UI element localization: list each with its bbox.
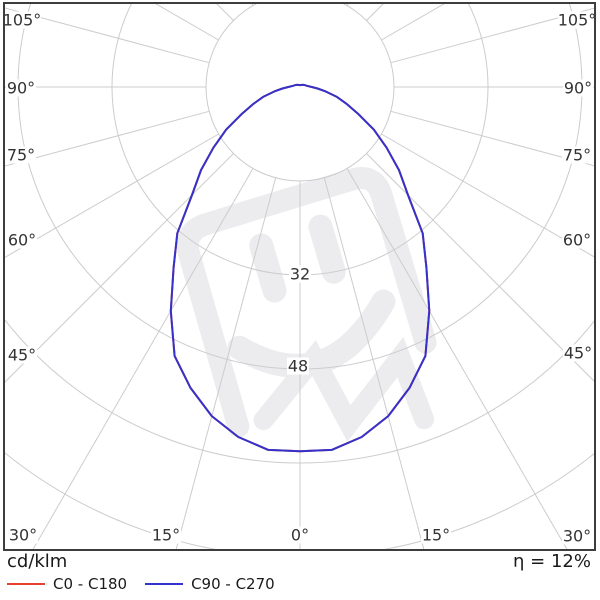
gamma-label-bottom-2-halo: [289, 526, 311, 544]
ring-value-label-1: 48: [288, 357, 308, 376]
legend: C0 - C180 C90 - C270: [7, 575, 275, 593]
gamma-label-right-2: 75°: [563, 146, 591, 165]
gamma-label-bottom-3: 15°: [422, 526, 450, 545]
unit-label: cd/klm: [7, 551, 68, 572]
gamma-label-right-1: 90°: [564, 79, 592, 98]
gamma-label-left-1-halo: [6, 79, 36, 97]
gamma-label-right-4-halo: [563, 344, 593, 362]
efficiency-label: η = 12%: [513, 551, 591, 572]
gamma-label-right-3-halo: [562, 231, 592, 249]
legend-label-c0-c180: C0 - C180: [53, 575, 128, 593]
gamma-label-bottom-0-halo: [8, 526, 38, 544]
gamma-label-left-0-halo: [3, 11, 41, 29]
gamma-label-left-3-halo: [7, 231, 37, 249]
ring-value-label-1-halo: [287, 357, 309, 375]
legend-label-c90-c270: C90 - C270: [191, 575, 275, 593]
gamma-label-left-3: 60°: [8, 231, 36, 250]
legend-line-c0-c180: [7, 583, 45, 585]
gamma-label-left-4-halo: [7, 346, 37, 364]
gamma-label-right-4: 45°: [564, 344, 592, 363]
legend-line-c90-c270: [145, 583, 184, 585]
watermark-logo-icon: [176, 167, 437, 442]
gamma-label-right-0: 105°: [558, 11, 597, 30]
gamma-label-bottom-0: 30°: [9, 526, 37, 545]
gamma-label-right-0-halo: [558, 11, 596, 29]
plot-border: [3, 2, 596, 551]
gamma-label-bottom-3-halo: [421, 526, 451, 544]
gamma-label-bottom-4: 30°: [563, 527, 591, 546]
gamma-label-bottom-2: 0°: [291, 526, 309, 545]
gamma-label-bottom-4-halo: [562, 527, 592, 545]
gamma-label-left-4: 45°: [8, 346, 36, 365]
gamma-label-bottom-1-halo: [151, 526, 181, 544]
axis-labels: 105° 90° 75° 60° 45° 105° 90° 75° 60° 45° 30° 15° 0°…: [3, 11, 597, 546]
gamma-label-left-2-halo: [6, 146, 36, 164]
gamma-label-left-2: 75°: [7, 146, 35, 165]
gamma-label-bottom-1: 15°: [152, 526, 180, 545]
ring-value-label-0: 32: [290, 265, 310, 284]
gamma-label-left-0: 105°: [3, 11, 42, 30]
gamma-label-right-3: 60°: [563, 231, 591, 250]
gamma-label-right-2-halo: [562, 146, 592, 164]
gamma-label-left-1: 90°: [7, 79, 35, 98]
intensity-curves: [169, 83, 431, 453]
curve-C90-C270: [169, 83, 431, 453]
gamma-label-right-1-halo: [563, 79, 593, 97]
ring-value-label-0-halo: [289, 265, 311, 283]
